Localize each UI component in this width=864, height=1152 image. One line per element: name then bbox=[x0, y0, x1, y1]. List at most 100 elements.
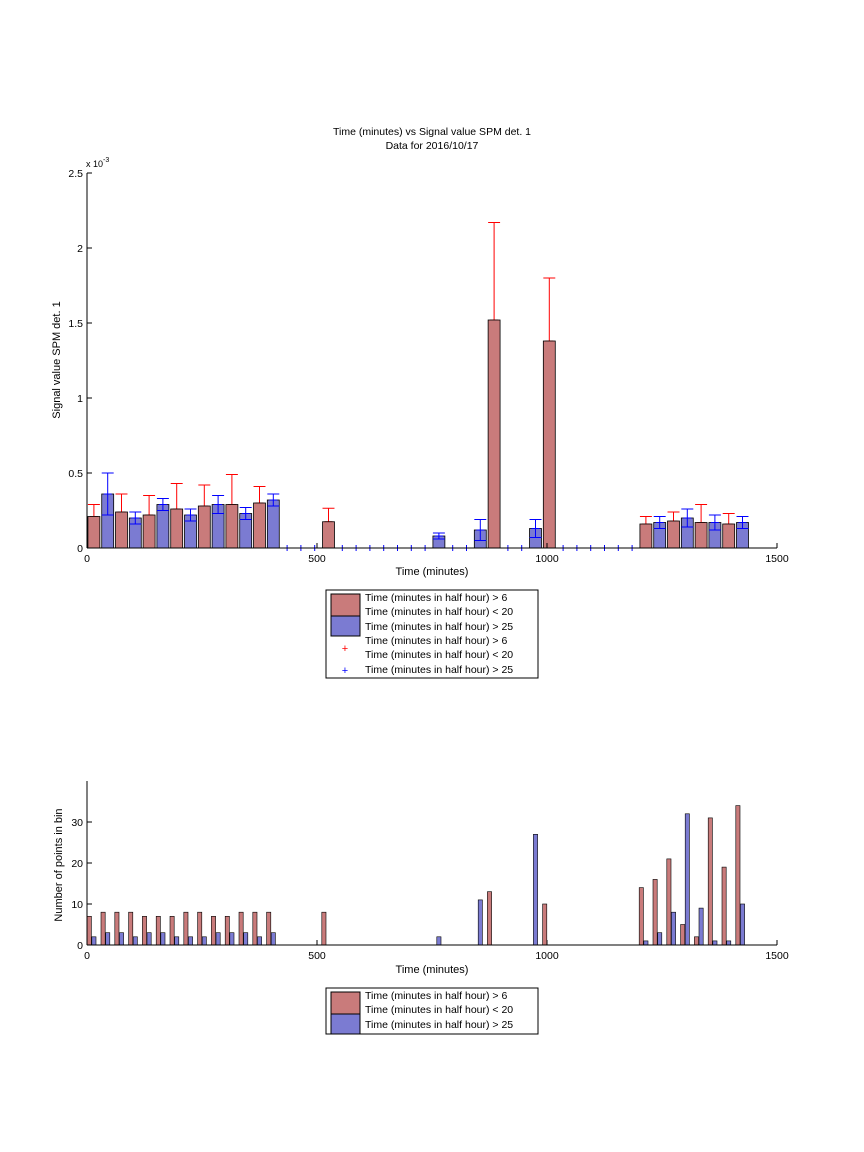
chart-2-bars bbox=[86, 805, 745, 946]
chart-1-bar bbox=[142, 514, 156, 549]
chart-2-bar bbox=[238, 911, 244, 946]
chart-2-bar bbox=[188, 936, 193, 946]
chart-2-x-tick-label: 500 bbox=[308, 950, 326, 962]
chart-2-axes: 0 500 1000 1500 0 10 20 30 bbox=[71, 781, 789, 962]
chart-2-legend-label-1: Time (minutes in half hour) > 6 bbox=[365, 990, 507, 1002]
chart-2-bar bbox=[652, 879, 658, 946]
chart-2-bar bbox=[224, 915, 230, 946]
chart-2-bar bbox=[638, 887, 644, 946]
chart-1-bar bbox=[722, 523, 736, 549]
chart-2-bar bbox=[169, 915, 175, 946]
chart-2-bar bbox=[229, 932, 235, 946]
chart-2-bar bbox=[174, 936, 180, 946]
chart-2-bar bbox=[243, 932, 249, 946]
chart-2-bar bbox=[183, 911, 189, 946]
chart-1: Time (minutes) vs Signal value SPM det. … bbox=[51, 126, 789, 679]
chart-2-bar bbox=[542, 903, 548, 946]
chart-1-bar bbox=[542, 340, 556, 549]
chart-2-legend-box bbox=[325, 987, 539, 1035]
chart-2-legend: Time (minutes in half hour) > 6 Time (mi… bbox=[325, 987, 539, 1035]
chart-2-bar bbox=[215, 932, 221, 946]
chart-2-y-tick-label: 20 bbox=[71, 858, 83, 870]
chart-2-bar bbox=[726, 940, 732, 946]
chart-2-bar bbox=[146, 932, 152, 946]
chart-2-bar bbox=[487, 891, 492, 946]
chart-1-bar bbox=[253, 502, 266, 549]
chart-2-bar bbox=[436, 936, 442, 946]
chart-1-bar bbox=[487, 319, 501, 549]
chart-2-bar bbox=[671, 911, 676, 946]
chart-1-subtitle: Data for 2016/10/17 bbox=[386, 140, 479, 152]
chart-2-bar bbox=[735, 805, 741, 946]
chart-2-y-tick-label: 0 bbox=[77, 940, 83, 952]
chart-1-legend-label-1: Time (minutes in half hour) > 6 bbox=[365, 592, 507, 604]
chart-2-bar bbox=[266, 911, 272, 946]
chart-2-bar bbox=[252, 911, 258, 946]
chart-1-y-multiplier-exp: -3 bbox=[103, 157, 109, 164]
chart-1-ylabel: Signal value SPM det. 1 bbox=[51, 301, 63, 418]
chart-1-y-tick-label: 2 bbox=[77, 243, 83, 255]
chart-2-bar bbox=[694, 936, 699, 946]
chart-2-bar bbox=[91, 936, 97, 946]
chart-2-y-tick-label: 10 bbox=[71, 899, 83, 911]
chart-1-bar bbox=[87, 516, 101, 549]
chart-1-y-tick-label: 1.5 bbox=[68, 318, 83, 330]
chart-2-legend-label-2: Time (minutes in half hour) < 20 bbox=[365, 1004, 513, 1016]
chart-2-bar bbox=[666, 858, 672, 946]
chart-1-y-tick-label: 0 bbox=[77, 543, 83, 555]
chart-1-legend-box bbox=[325, 589, 539, 679]
chart-1-axes: 0 500 1000 1500 0 0.5 1 1.5 2 2.5 bbox=[68, 168, 788, 565]
chart-1-y-tick-label: 0.5 bbox=[68, 468, 83, 480]
chart-1-legend-swatch-red bbox=[330, 593, 361, 617]
chart-1-y-tick-label: 1 bbox=[77, 393, 83, 405]
chart-1-error-bars-blue bbox=[101, 472, 749, 541]
chart-2-bar bbox=[477, 899, 483, 946]
chart-1-bar bbox=[266, 499, 280, 549]
chart-1-plot-area bbox=[87, 173, 777, 548]
chart-2-bar bbox=[86, 915, 92, 946]
chart-1-legend-swatch-blue bbox=[330, 615, 361, 637]
chart-1-error-bars-red bbox=[87, 222, 735, 541]
chart-2-bar bbox=[105, 932, 111, 946]
chart-2-bar bbox=[114, 911, 120, 946]
chart-1-bar bbox=[322, 521, 335, 549]
chart-2-bar bbox=[740, 903, 745, 946]
chart-1-bar bbox=[170, 508, 184, 549]
chart-1-legend-label-4: Time (minutes in half hour) > 6 bbox=[365, 635, 507, 647]
chart-1-legend-marker-red: + bbox=[342, 643, 348, 655]
chart-1-bar bbox=[667, 520, 680, 549]
chart-2-bar bbox=[680, 924, 686, 946]
chart-2-xlabel: Time (minutes) bbox=[396, 964, 469, 976]
chart-2-bar bbox=[100, 911, 106, 946]
chart-2-x-tick-label: 1500 bbox=[765, 950, 789, 962]
chart-2: 0 500 1000 1500 0 10 20 30 Time (minutes) Numbe… bbox=[53, 781, 789, 1035]
chart-2-bar bbox=[257, 936, 262, 946]
chart-2-bar bbox=[707, 817, 713, 946]
chart-1-title: Time (minutes) vs Signal value SPM det. … bbox=[333, 126, 531, 138]
chart-1-legend-label-6: Time (minutes in half hour) > 25 bbox=[365, 664, 513, 676]
chart-1-bar bbox=[156, 504, 170, 549]
chart-2-bar bbox=[533, 833, 538, 946]
chart-2-bar bbox=[155, 915, 161, 946]
chart-1-y-multiplier: x 10-3 bbox=[86, 157, 109, 169]
chart-2-bar bbox=[657, 932, 663, 946]
chart-2-legend-label-3: Time (minutes in half hour) > 25 bbox=[365, 1019, 513, 1031]
chart-2-bar bbox=[712, 940, 718, 946]
chart-2-bar bbox=[119, 932, 124, 946]
chart-1-y-tick-label: 2.5 bbox=[68, 168, 83, 180]
chart-2-y-tick-label: 30 bbox=[71, 817, 83, 829]
chart-1-bar bbox=[197, 505, 211, 549]
chart-2-ylabel: Number of points in bin bbox=[53, 808, 65, 921]
chart-1-xlabel: Time (minutes) bbox=[396, 566, 469, 578]
chart-1-x-tick-label: 500 bbox=[308, 553, 326, 565]
chart-2-legend-swatch-red bbox=[330, 991, 361, 1015]
chart-2-bar bbox=[270, 932, 276, 946]
chart-2-bar bbox=[132, 936, 138, 946]
chart-2-bar bbox=[142, 915, 147, 946]
chart-2-bar bbox=[211, 915, 216, 946]
chart-2-bar bbox=[321, 911, 327, 946]
chart-2-bar bbox=[201, 936, 207, 946]
chart-2-bar bbox=[128, 911, 134, 946]
chart-2-x-tick-label: 1000 bbox=[535, 950, 559, 962]
